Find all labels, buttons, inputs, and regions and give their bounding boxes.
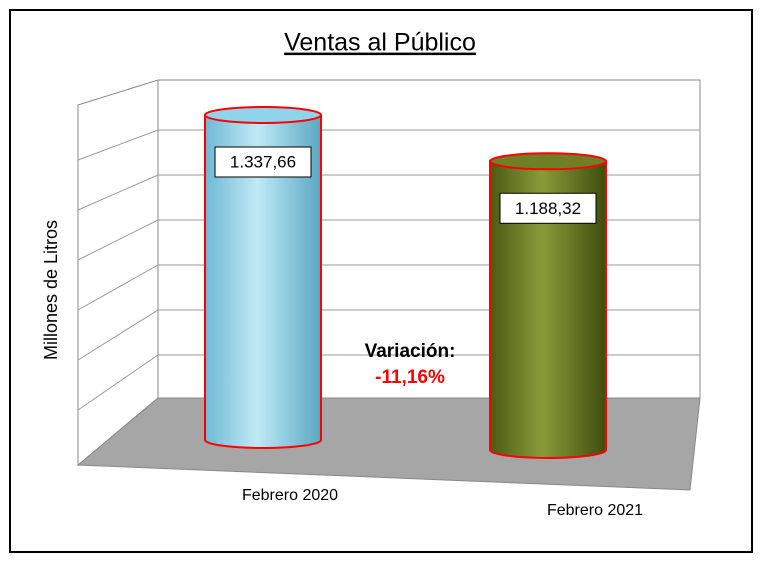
side-wall <box>77 79 159 467</box>
annotation: Variación: <box>365 341 456 362</box>
value-label: 1.337,66 <box>230 152 296 171</box>
cylinder-top <box>489 152 607 171</box>
x-tick-label: Febrero 2021 <box>547 502 643 519</box>
value-label: 1.188,32 <box>515 199 581 218</box>
annotation: -11,16% <box>375 367 445 388</box>
value-label-box <box>499 192 597 224</box>
cylinder <box>489 160 607 459</box>
value-label-box <box>214 146 312 178</box>
wall-lines <box>77 129 700 411</box>
cylinder-top <box>204 106 322 124</box>
y-axis-label: Millones de Litros <box>41 220 61 360</box>
chart-title: Ventas al Público <box>284 29 476 57</box>
cylinder <box>204 114 322 449</box>
x-tick-label: Febrero 2020 <box>242 487 338 504</box>
